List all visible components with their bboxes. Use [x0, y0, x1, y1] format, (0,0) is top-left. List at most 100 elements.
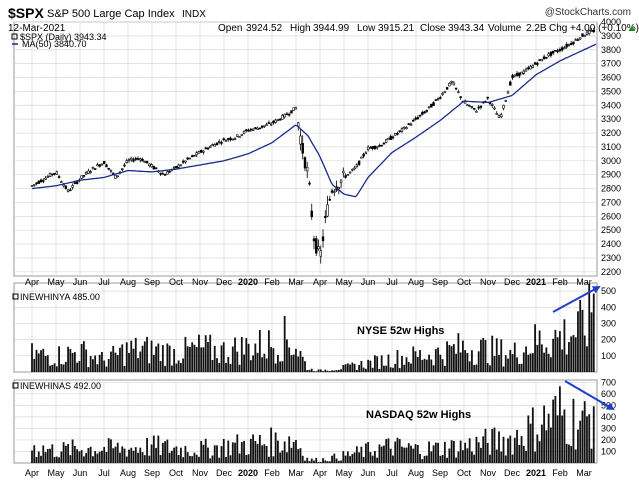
hist-bar-2	[525, 450, 527, 463]
hist-bar-2	[139, 447, 142, 463]
hist-bar-2	[398, 439, 401, 463]
price-candle	[590, 30, 593, 32]
hist-bar-2	[49, 448, 51, 463]
hist-bar-1	[261, 357, 264, 372]
hist-bar-1	[439, 354, 442, 372]
price-candle	[396, 133, 399, 135]
hist-bar-2	[141, 452, 144, 463]
x-tick-label: Aug	[408, 468, 424, 478]
hist-bar-2	[513, 437, 516, 463]
price-candle	[195, 152, 198, 156]
price-candle	[245, 129, 248, 132]
price-candle	[272, 120, 275, 124]
price-candle	[565, 44, 568, 48]
hist-bar-2	[101, 450, 103, 463]
hist-bar-2	[586, 416, 588, 463]
hist-bar-2	[360, 446, 363, 463]
hist-bar-1	[482, 337, 485, 372]
source-credit: @StockCharts.com	[545, 7, 631, 18]
hist-bar-2	[412, 448, 415, 463]
hist-bar-2	[529, 423, 532, 463]
hist-bar-2	[570, 446, 573, 463]
hist-bar-2	[376, 457, 379, 463]
hist-bar-2	[337, 460, 340, 463]
hist-bar-1	[141, 345, 144, 372]
price-candle	[193, 154, 196, 157]
price-candle	[333, 191, 336, 193]
hist-bar-2	[96, 453, 99, 463]
x-tick-label: May	[335, 277, 353, 287]
hist-bar-2	[46, 449, 49, 463]
hist-bar-1	[89, 355, 92, 372]
hist-bar-1	[62, 364, 65, 372]
price-candle	[423, 111, 426, 114]
price-candle	[585, 31, 589, 35]
price-candle	[278, 118, 282, 121]
hist-bar-1	[270, 347, 273, 372]
hist-bar-1	[92, 359, 94, 372]
hist-bar-1	[279, 361, 282, 372]
hist-bar-2	[58, 457, 60, 463]
price-candle	[213, 144, 216, 147]
hist-bar-1	[254, 343, 257, 372]
price-candle	[391, 136, 395, 139]
price-candle	[567, 44, 571, 46]
x-tick-label: Sep	[144, 468, 160, 478]
hist-bar-2	[204, 438, 207, 463]
hist-bar-2	[80, 450, 83, 463]
hist-bar-1	[263, 353, 266, 372]
hist-bar-1	[258, 330, 261, 372]
x-tick-label: Mar	[576, 468, 592, 478]
price-candle	[143, 160, 146, 163]
hist-bar-2	[225, 456, 227, 463]
price-y-tick-label: 3700	[601, 59, 621, 69]
x-tick-label: Jul	[98, 468, 110, 478]
hist-bar-2	[125, 456, 128, 463]
hist-bar-2	[565, 443, 568, 463]
hist-bar-1	[473, 364, 476, 372]
hist-bar-1	[518, 363, 521, 372]
price-candle	[373, 145, 377, 149]
hist-bar-2	[450, 440, 453, 463]
price-candle	[328, 198, 331, 201]
hist-bar-2	[73, 446, 76, 463]
x-tick-label: Jun	[361, 277, 376, 287]
price-y-tick-label: 2700	[601, 197, 621, 207]
price-candle	[260, 125, 264, 128]
hist-bar-1	[130, 340, 133, 372]
hist-bar-1	[344, 364, 347, 372]
hist-bar-1	[209, 334, 212, 372]
price-candle	[310, 210, 313, 218]
price-candle	[441, 93, 444, 95]
hist-bar-1	[491, 335, 494, 372]
hist-bar-1	[545, 347, 548, 372]
hist-bar-1	[378, 368, 381, 372]
chg-label: Chg	[549, 23, 567, 34]
hist-y-tick-label-1: 300	[601, 318, 616, 328]
hist-bar-2	[76, 449, 79, 463]
price-candle	[326, 204, 329, 217]
price-candle	[540, 58, 544, 62]
hist-bar-2	[419, 453, 421, 463]
hist-bar-1	[150, 340, 153, 372]
hist-bar-1	[346, 363, 349, 372]
hist-bar-1	[534, 324, 536, 372]
x-tick-label: Apr	[25, 468, 39, 478]
hist-bar-2	[324, 460, 327, 463]
hist-bar-2	[480, 447, 482, 463]
hist-bar-1	[218, 362, 221, 372]
hist-bar-2	[369, 452, 372, 463]
hist-bar-1	[428, 354, 430, 372]
hist-bar-2	[536, 434, 539, 463]
hist-bar-1	[204, 335, 207, 372]
price-candle	[184, 160, 187, 163]
x-tick-label: Jul	[98, 277, 110, 287]
hist-bar-2	[534, 451, 536, 463]
hist-bar-2	[211, 455, 214, 463]
low-value: 3915.21	[378, 23, 415, 34]
price-candle	[100, 163, 104, 166]
hist-bar-2	[31, 450, 33, 463]
hist-bar-1	[101, 351, 103, 372]
up-arrow-icon: ▲	[627, 23, 637, 34]
hist-bar-1	[247, 343, 250, 372]
